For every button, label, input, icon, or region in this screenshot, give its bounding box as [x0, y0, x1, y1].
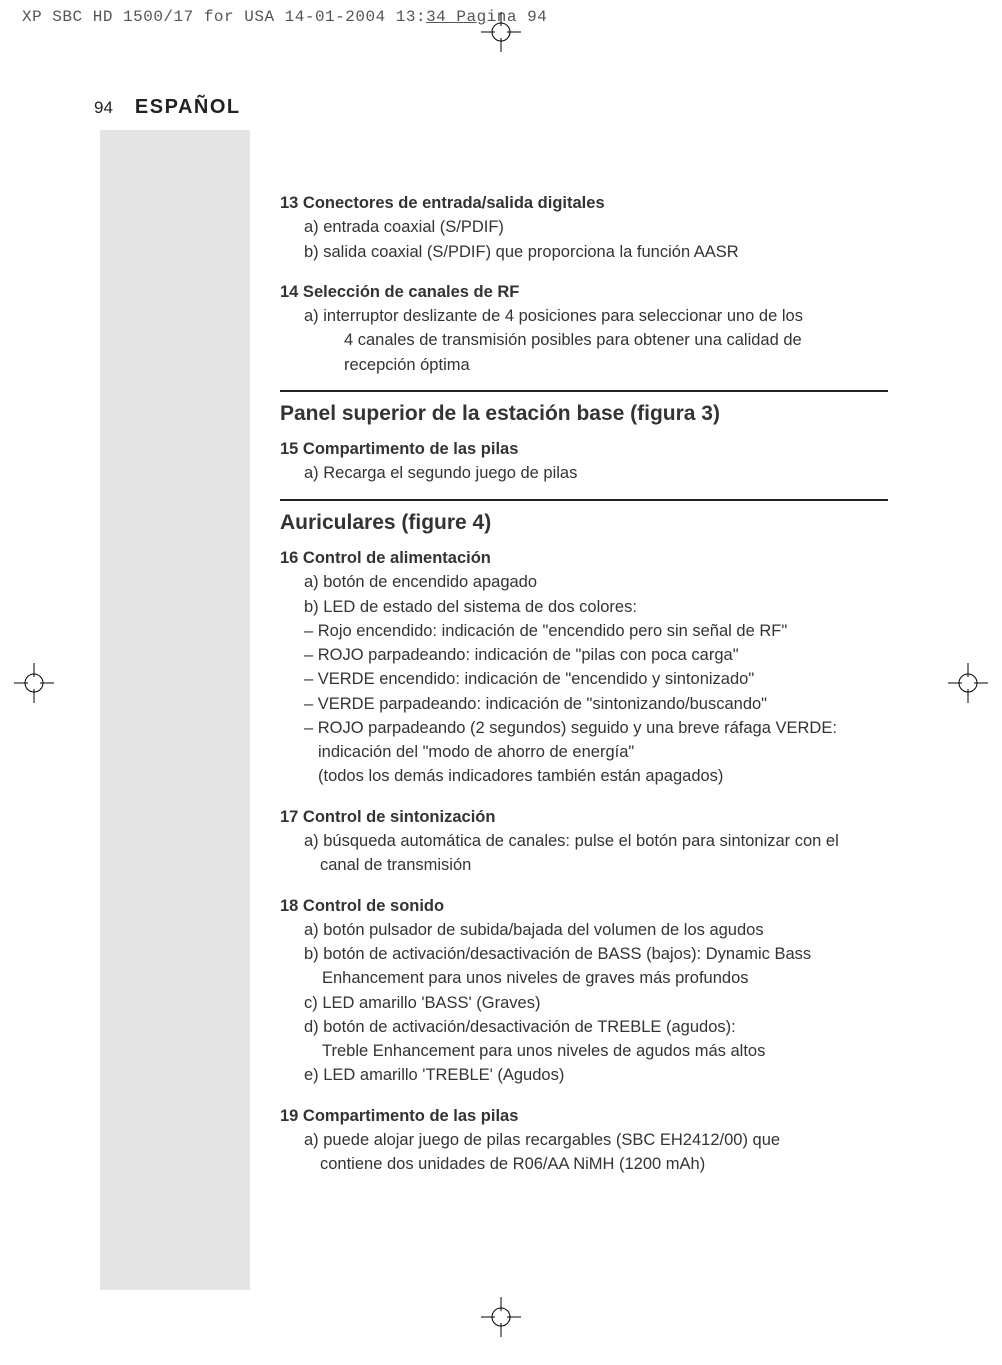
section-19-items: a) puede alojar juego de pilas recargabl… [304, 1129, 890, 1176]
s15-a: a) Recarga el segundo juego de pilas [304, 462, 890, 484]
s16-d1: – Rojo encendido: indicación de "encendi… [304, 620, 890, 642]
crop-mark-bottom-icon [481, 1297, 521, 1337]
s18-e: e) LED amarillo 'TREBLE' (Agudos) [304, 1064, 890, 1086]
s18-c: c) LED amarillo 'BASS' (Graves) [304, 992, 890, 1014]
rule-2 [280, 499, 888, 501]
s17-a: a) búsqueda automática de canales: pulse… [304, 830, 890, 852]
s18-b-cont: Enhancement para unos niveles de graves … [322, 967, 890, 989]
crop-mark-left-icon [14, 663, 54, 703]
section-13-items: a) entrada coaxial (S/PDIF) b) salida co… [304, 216, 890, 263]
s16-d3: – VERDE encendido: indicación de "encend… [304, 668, 890, 690]
body-content: 13 Conectores de entrada/salida digitale… [280, 192, 890, 1175]
s13-b: b) salida coaxial (S/PDIF) que proporcio… [304, 241, 890, 263]
crop-mark-top-icon [481, 12, 521, 52]
print-header-mid: 34 Pag [426, 8, 487, 26]
s19-a: a) puede alojar juego de pilas recargabl… [304, 1129, 890, 1151]
section-14-title: 14 Selección de canales de RF [280, 281, 890, 303]
section-14-items: a) interruptor deslizante de 4 posicione… [304, 305, 890, 376]
section-16-items: a) botón de encendido apagado b) LED de … [304, 571, 890, 787]
s16-d5: – ROJO parpadeando (2 segundos) seguido … [304, 717, 890, 739]
s14-a-cont2: recepción óptima [344, 354, 890, 376]
s16-a: a) botón de encendido apagado [304, 571, 890, 593]
s18-d: d) botón de activación/desactivación de … [304, 1016, 890, 1038]
crop-mark-right-icon [948, 663, 988, 703]
section-17-title: 17 Control de sintonización [280, 806, 890, 828]
s16-d5-note: (todos los demás indicadores también est… [318, 765, 890, 787]
s16-d2: – ROJO parpadeando: indicación de "pilas… [304, 644, 890, 666]
page-number: 94 [94, 98, 113, 118]
s16-d5-cont: indicación del "modo de ahorro de energí… [318, 741, 890, 763]
section-15-title: 15 Compartimento de las pilas [280, 438, 890, 460]
section-16-title: 16 Control de alimentación [280, 547, 890, 569]
section-18-title: 18 Control de sonido [280, 895, 890, 917]
print-header-prefix: XP SBC HD 1500/17 for USA 14-01-2004 13: [22, 8, 426, 26]
section-19-title: 19 Compartimento de las pilas [280, 1105, 890, 1127]
heading-panel-3: Panel superior de la estación base (figu… [280, 400, 890, 428]
heading-panel-4: Auriculares (figure 4) [280, 509, 890, 537]
s13-a: a) entrada coaxial (S/PDIF) [304, 216, 890, 238]
print-header: XP SBC HD 1500/17 for USA 14-01-2004 13:… [22, 8, 547, 26]
s19-a-cont: contiene dos unidades de R06/AA NiMH (12… [320, 1153, 890, 1175]
section-15-items: a) Recarga el segundo juego de pilas [304, 462, 890, 484]
s14-a: a) interruptor deslizante de 4 posicione… [304, 305, 890, 327]
s18-a: a) botón pulsador de subida/bajada del v… [304, 919, 890, 941]
language-label: ESPAÑOL [135, 96, 241, 119]
section-17-items: a) búsqueda automática de canales: pulse… [304, 830, 890, 877]
s14-a-cont1: 4 canales de transmisión posibles para o… [344, 329, 890, 351]
section-13-title: 13 Conectores de entrada/salida digitale… [280, 192, 890, 214]
margin-grey-bar [100, 130, 250, 1290]
s18-b: b) botón de activación/desactivación de … [304, 943, 890, 965]
page-header: 94 ESPAÑOL [94, 96, 241, 119]
s17-a-cont: canal de transmisión [320, 854, 890, 876]
s18-d-cont: Treble Enhancement para unos niveles de … [322, 1040, 890, 1062]
s16-b: b) LED de estado del sistema de dos colo… [304, 596, 890, 618]
page-root: XP SBC HD 1500/17 for USA 14-01-2004 13:… [0, 0, 1002, 1365]
rule-1 [280, 390, 888, 392]
section-18-items: a) botón pulsador de subida/bajada del v… [304, 919, 890, 1087]
s16-d4: – VERDE parpadeando: indicación de "sint… [304, 693, 890, 715]
